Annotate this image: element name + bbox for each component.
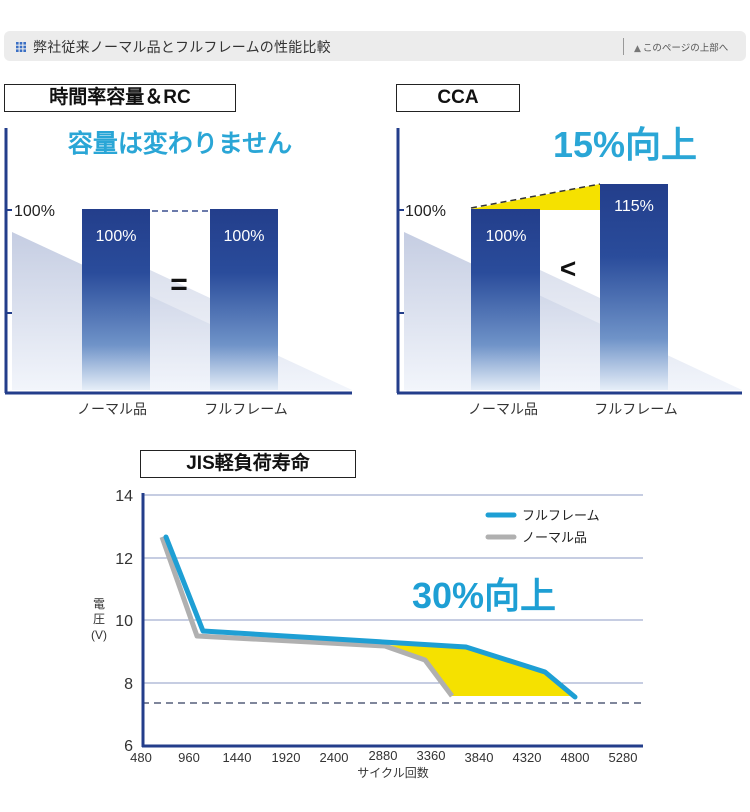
series-normal — [159, 536, 454, 698]
svg-text:1440: 1440 — [223, 750, 252, 765]
rc-chart-title: 時間率容量＆RC — [4, 84, 236, 112]
grid-icon — [16, 42, 26, 52]
x-tick-labels: 480 960 1440 1920 2400 2880 3360 3840 43… — [130, 748, 637, 765]
svg-text:12: 12 — [115, 551, 133, 568]
series-fullframe — [163, 534, 578, 700]
increase-dashed-line — [470, 183, 601, 209]
svg-text:2880: 2880 — [369, 748, 398, 763]
triangle-up-icon: ▲ — [634, 44, 641, 54]
svg-text:圧: 圧 — [93, 612, 105, 626]
legend-label-fullframe: フルフレーム — [522, 508, 600, 523]
legend-label-normal: ノーマル品 — [522, 530, 587, 545]
cca-chart: 15%向上 100% 100% 115% < ノーマル品 フルフレーム — [396, 124, 742, 417]
svg-text:4320: 4320 — [513, 750, 542, 765]
svg-text:1920: 1920 — [272, 750, 301, 765]
rc-chart: 容量は変わりません 100% 100% 100% = ノーマル品 フルフレーム — [4, 128, 352, 417]
svg-text:(V): (V) — [91, 628, 107, 642]
section-title: 弊社従来ノーマル品とフルフレームの性能比較 — [33, 40, 331, 56]
rc-xlabel-fullframe: フルフレーム — [204, 401, 288, 417]
svg-text:3360: 3360 — [417, 748, 446, 763]
jis-chart-title: JIS軽負荷寿命 — [140, 450, 356, 478]
equals-operator: = — [170, 268, 188, 301]
cca-headline: 15%向上 — [553, 124, 697, 165]
cca-axis-100-label: 100% — [405, 203, 446, 220]
bar-fullframe — [600, 184, 668, 390]
bar-fullframe — [210, 209, 278, 390]
rc-bar-fullframe-value: 100% — [224, 228, 265, 245]
svg-text:14: 14 — [115, 488, 133, 505]
svg-text:2400: 2400 — [320, 750, 349, 765]
svg-text:3840: 3840 — [465, 750, 494, 765]
improvement-area — [380, 645, 575, 696]
bar-normal — [82, 209, 150, 390]
svg-text:960: 960 — [178, 750, 200, 765]
less-than-operator: < — [560, 253, 576, 284]
section-header: 弊社従来ノーマル品とフルフレームの性能比較 ▲ このページの上部へ — [4, 31, 746, 61]
rc-headline: 容量は変わりません — [68, 129, 292, 158]
cca-xlabel-normal: ノーマル品 — [468, 401, 538, 417]
x-axis-label: サイクル回数 — [357, 765, 428, 780]
rc-axis-100-label: 100% — [14, 203, 55, 220]
divider — [623, 38, 624, 55]
rc-xlabel-normal: ノーマル品 — [77, 401, 147, 417]
cca-xlabel-fullframe: フルフレーム — [594, 401, 678, 417]
svg-text:10: 10 — [115, 613, 133, 630]
svg-text:5280: 5280 — [609, 750, 638, 765]
back-to-top-link[interactable]: ▲ このページの上部へ — [634, 43, 729, 54]
cca-chart-title: CCA — [396, 84, 520, 112]
svg-text:8: 8 — [124, 676, 133, 693]
gridlines — [142, 494, 643, 684]
y-tick-labels: 14 12 10 8 6 — [115, 488, 133, 755]
legend: フルフレーム ノーマル品 — [485, 508, 600, 545]
cca-bar-fullframe-value: 115% — [614, 198, 654, 215]
bar-normal — [471, 209, 540, 390]
cca-bar-normal-value: 100% — [486, 228, 527, 245]
svg-text:電: 電 — [93, 597, 105, 611]
y-axis-label: 電 圧 (V) — [91, 597, 107, 642]
rc-bar-normal-value: 100% — [96, 228, 137, 245]
svg-text:6: 6 — [124, 738, 133, 755]
svg-text:4800: 4800 — [561, 750, 590, 765]
svg-text:480: 480 — [130, 750, 152, 765]
jis-headline: 30%向上 — [412, 575, 556, 616]
jis-line-chart: 14 12 10 8 6 電 圧 (V) 480 960 1440 1920 2… — [91, 488, 643, 780]
increase-wedge — [471, 184, 600, 210]
